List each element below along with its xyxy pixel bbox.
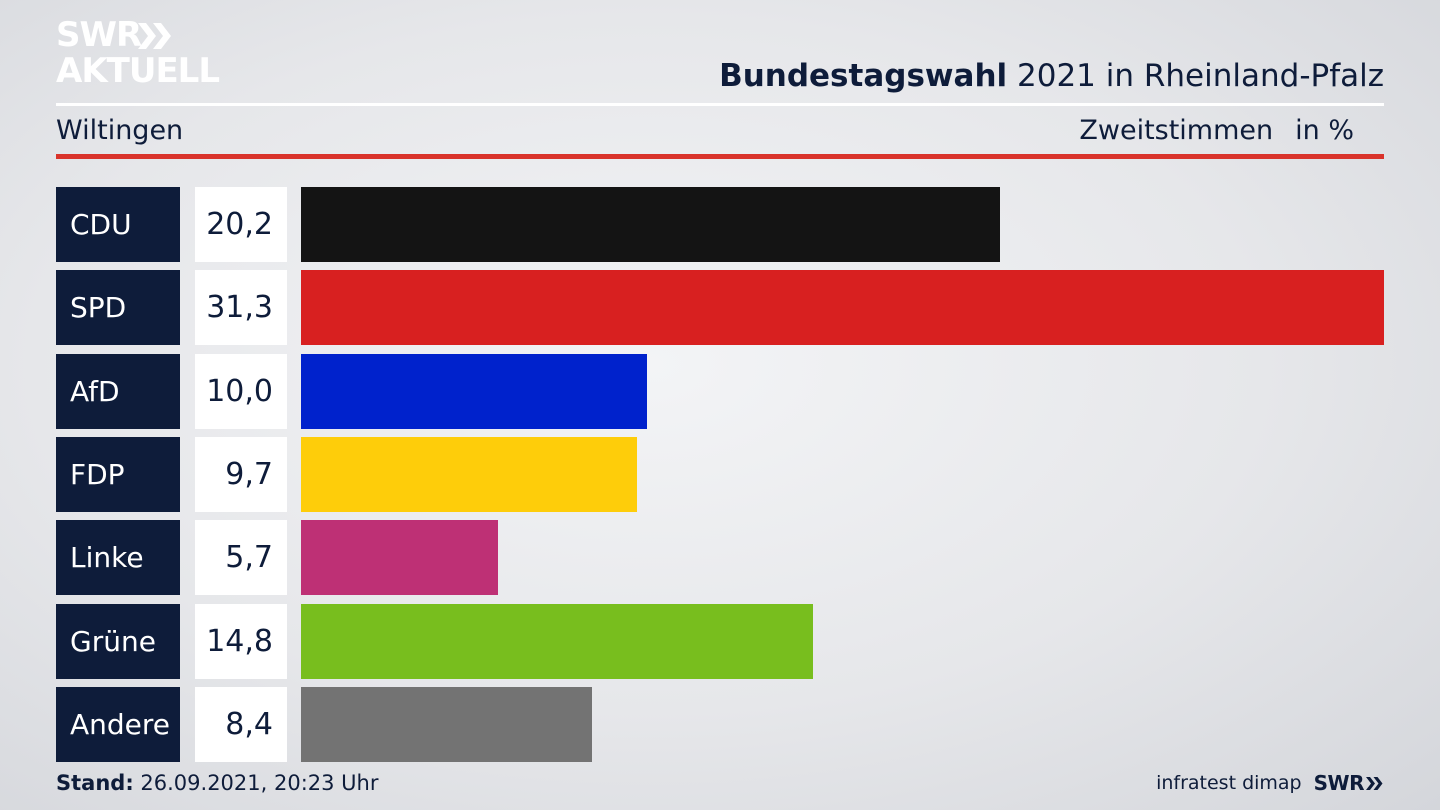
stand-value: 26.09.2021, 20:23 Uhr	[133, 771, 379, 795]
value-label: 5,7	[195, 520, 287, 595]
swr-aktuell-logo: SWR AKTUELL	[56, 18, 226, 90]
timestamp: Stand: 26.09.2021, 20:23 Uhr	[56, 771, 379, 795]
footer-swr-logo: SWR	[1314, 771, 1384, 795]
measure-text: Zweitstimmen	[1079, 115, 1274, 146]
bar-chart: CDU 20,2 SPD 31,3 AfD 10,0 FDP 9,7 Linke 5,7 Grüne…	[56, 0, 1384, 810]
party-label: Andere	[56, 687, 180, 762]
value-label: 20,2	[195, 187, 287, 262]
header-divider	[56, 103, 1384, 106]
title-bold: Bundestagswahl	[719, 58, 1008, 94]
footer-swr-text: SWR	[1313, 771, 1365, 795]
source-text: infratest dimap	[1156, 772, 1302, 794]
chart-title: Bundestagswahl 2021 in Rheinland-Pfalz	[719, 58, 1384, 94]
title-rest: 2021 in Rheinland-Pfalz	[1007, 58, 1384, 94]
logo-chevron-icon	[138, 23, 171, 49]
party-label: AfD	[56, 354, 180, 429]
value-label: 8,4	[195, 687, 287, 762]
bar-afd	[301, 354, 647, 429]
value-label: 14,8	[195, 604, 287, 679]
logo-aktuell-text: AKTUELL	[56, 51, 220, 91]
party-label: FDP	[56, 437, 180, 512]
value-label: 9,7	[195, 437, 287, 512]
bar-fdp	[301, 437, 637, 512]
stand-label: Stand:	[56, 771, 134, 795]
bar-andere	[301, 687, 592, 762]
bar-spd	[301, 270, 1384, 345]
footer-chevron-icon	[1366, 776, 1383, 790]
value-label: 10,0	[195, 354, 287, 429]
party-label: Grüne	[56, 604, 180, 679]
party-label: CDU	[56, 187, 180, 262]
source-credit: infratest dimap SWR	[1156, 771, 1384, 795]
accent-divider	[56, 154, 1384, 159]
party-label: Linke	[56, 520, 180, 595]
party-label: SPD	[56, 270, 180, 345]
measure-label: Zweitstimmen in %	[1079, 115, 1354, 146]
bar-grne	[301, 604, 813, 679]
bar-cdu	[301, 187, 1000, 262]
unit-text: in %	[1295, 115, 1354, 146]
value-label: 31,3	[195, 270, 287, 345]
location-label: Wiltingen	[56, 115, 184, 146]
bar-linke	[301, 520, 498, 595]
logo-swr-text: SWR	[56, 15, 142, 55]
